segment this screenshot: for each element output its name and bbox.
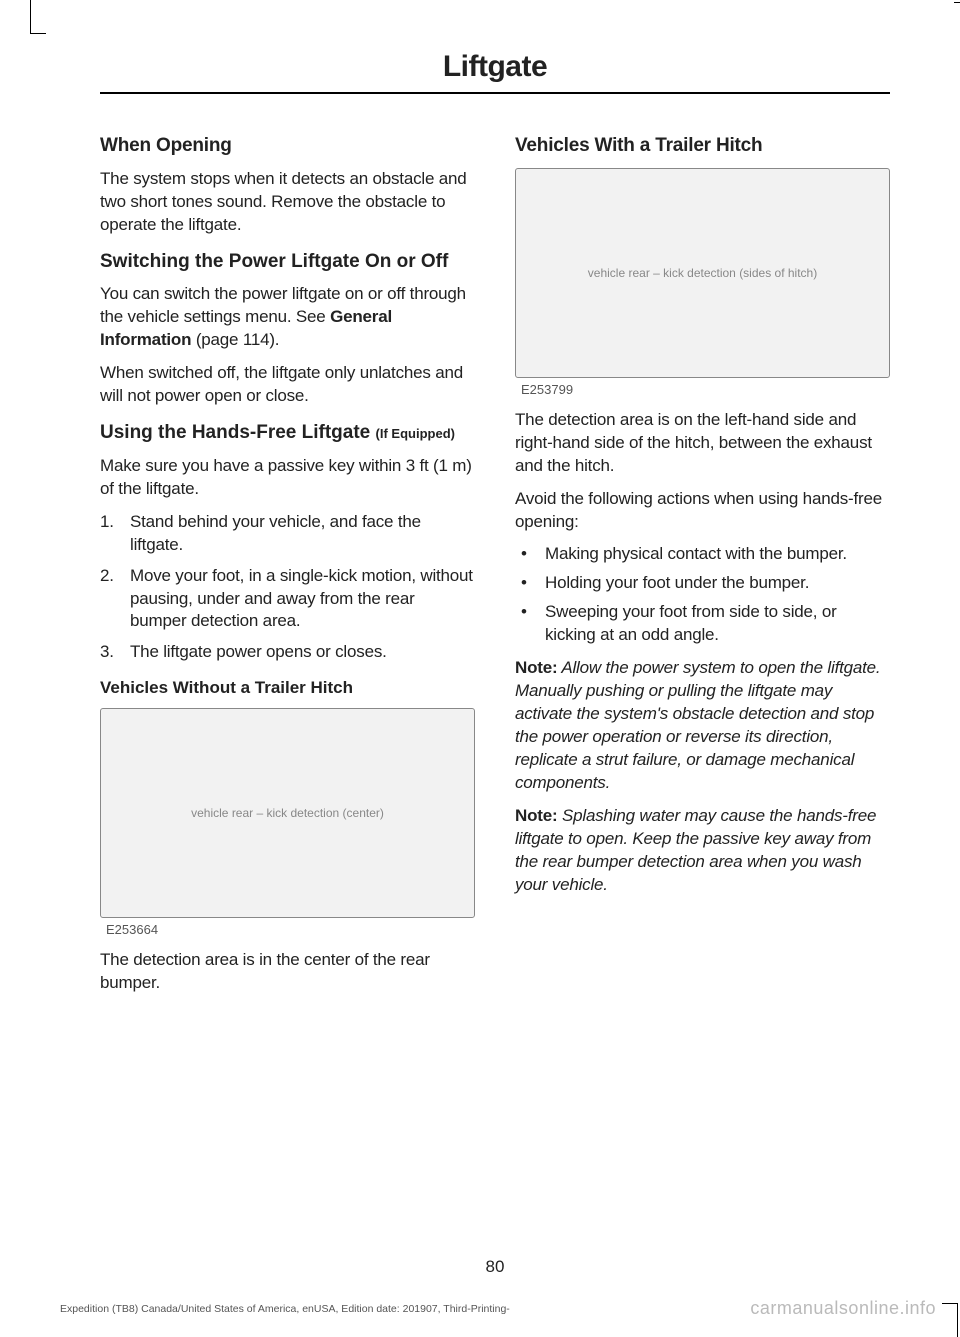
figure-without-hitch: vehicle rear – kick detection (center) [100, 708, 475, 918]
note-2-label: Note: [515, 806, 557, 825]
figure-without-hitch-code: E253664 [106, 922, 475, 937]
para-hands-free-intro: Make sure you have a passive key within … [100, 455, 475, 501]
para-switching-2: When switched off, the liftgate only unl… [100, 362, 475, 408]
step-3: The liftgate power opens or closes. [100, 641, 475, 664]
rule-under-title [100, 92, 890, 94]
heading-hands-free-text: Using the Hands-Free Liftgate [100, 422, 376, 443]
page-number: 80 [60, 1257, 930, 1277]
para-when-opening: The system stops when it detects an obst… [100, 168, 475, 237]
if-equipped-tag: (If Equipped) [376, 426, 455, 441]
note-1-body: Allow the power system to open the liftg… [515, 658, 880, 792]
avoid-3: Sweeping your foot from side to side, or… [515, 601, 890, 647]
left-column: When Opening The system stops when it de… [100, 134, 475, 1005]
note-1: Note: Allow the power system to open the… [515, 657, 890, 795]
para-avoid-intro: Avoid the following actions when using h… [515, 488, 890, 534]
para-switching-1b: (page 114). [191, 330, 279, 349]
note-2: Note: Splashing water may cause the hand… [515, 805, 890, 897]
step-1: Stand behind your vehicle, and face the … [100, 511, 475, 557]
step-2: Move your foot, in a single-kick motion,… [100, 565, 475, 634]
page-canvas: Liftgate When Opening The system stops w… [60, 0, 930, 1337]
hands-free-steps: Stand behind your vehicle, and face the … [100, 511, 475, 665]
figure-with-hitch-code: E253799 [521, 382, 890, 397]
heading-without-hitch: Vehicles Without a Trailer Hitch [100, 678, 475, 698]
avoid-list: Making physical contact with the bumper.… [515, 543, 890, 647]
crop-tick-top-right [954, 2, 960, 3]
heading-with-hitch: Vehicles With a Trailer Hitch [515, 134, 890, 158]
two-column-layout: When Opening The system stops when it de… [100, 134, 890, 1005]
note-2-body: Splashing water may cause the hands-free… [515, 806, 876, 894]
avoid-1: Making physical contact with the bumper. [515, 543, 890, 566]
heading-switching: Switching the Power Liftgate On or Off [100, 251, 475, 274]
footer-metadata: Expedition (TB8) Canada/United States of… [60, 1303, 510, 1315]
heading-hands-free: Using the Hands-Free Liftgate (If Equipp… [100, 422, 475, 445]
crop-mark-top-left [30, 0, 46, 34]
figure-with-hitch: vehicle rear – kick detection (sides of … [515, 168, 890, 378]
crop-mark-bottom-right [942, 1303, 958, 1337]
note-1-label: Note: [515, 658, 557, 677]
watermark: carmanualsonline.info [750, 1298, 936, 1319]
figure-without-hitch-placeholder: vehicle rear – kick detection (center) [191, 806, 384, 820]
para-without-hitch: The detection area is in the center of t… [100, 949, 475, 995]
figure-with-hitch-placeholder: vehicle rear – kick detection (sides of … [588, 266, 817, 280]
avoid-2: Holding your foot under the bumper. [515, 572, 890, 595]
chapter-title: Liftgate [60, 50, 930, 84]
heading-when-opening: When Opening [100, 134, 475, 158]
para-with-hitch: The detection area is on the left-hand s… [515, 409, 890, 478]
para-switching-1a: You can switch the power liftgate on or … [100, 284, 466, 326]
para-switching-1: You can switch the power liftgate on or … [100, 283, 475, 352]
right-column: Vehicles With a Trailer Hitch vehicle re… [515, 134, 890, 1005]
